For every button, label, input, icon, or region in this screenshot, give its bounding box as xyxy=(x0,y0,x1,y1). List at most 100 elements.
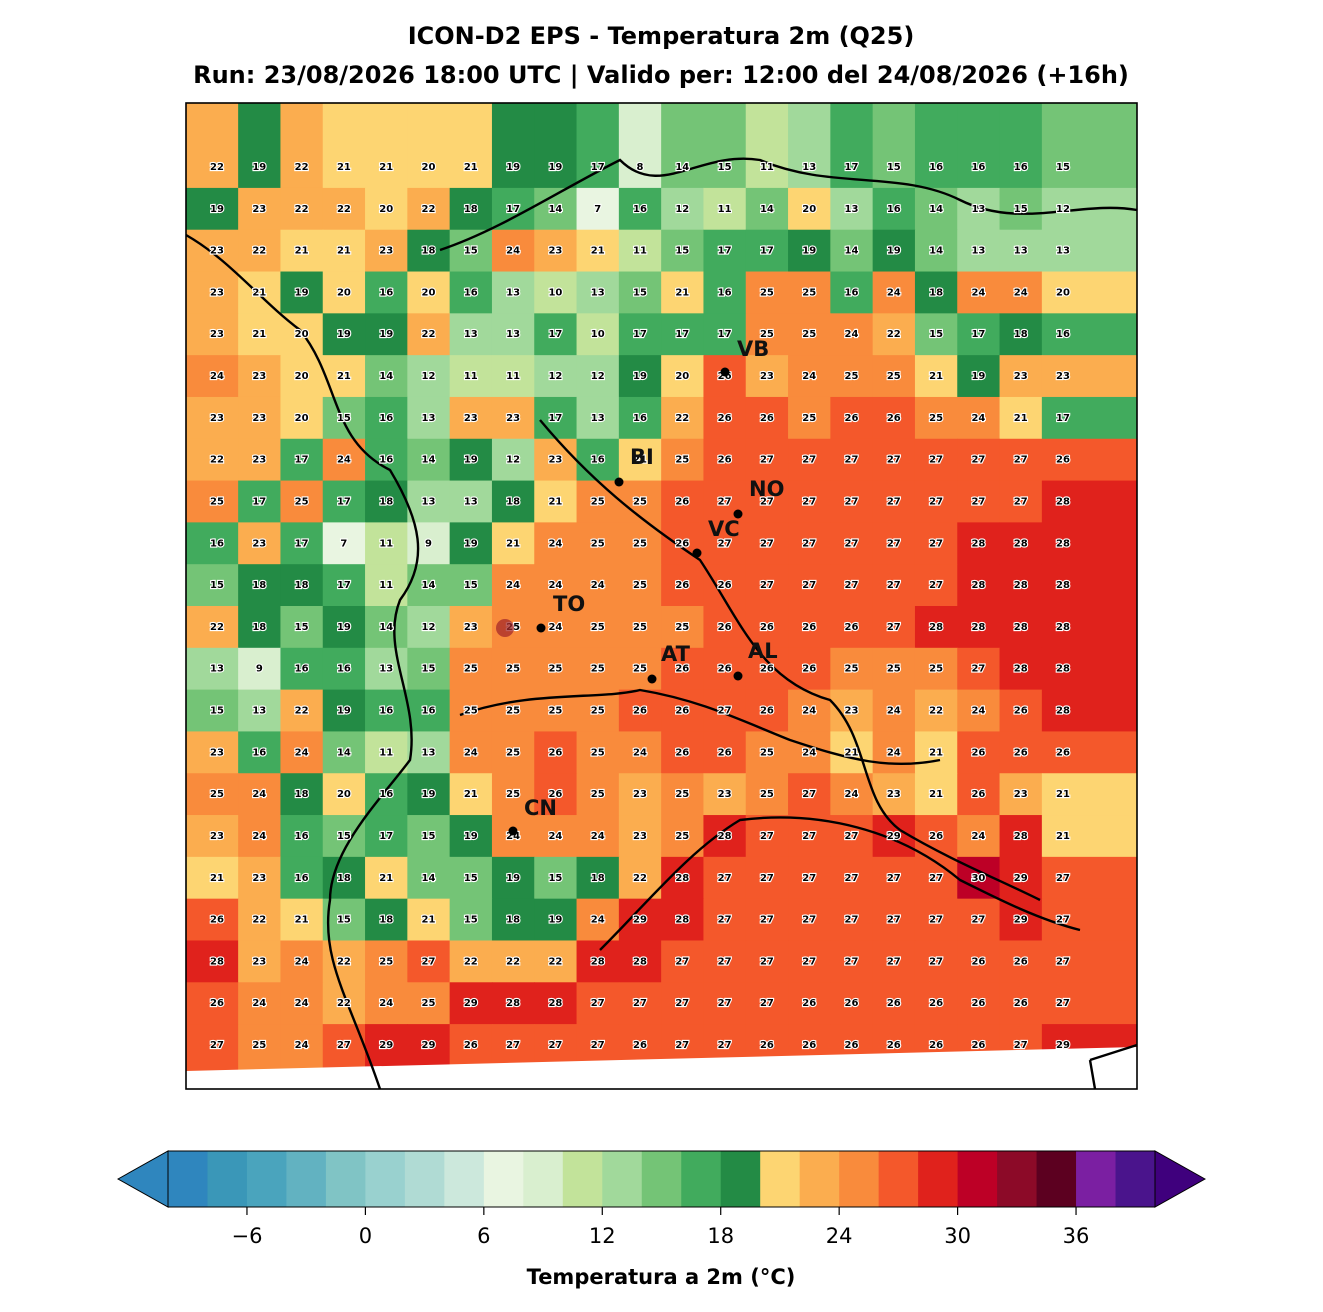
temperature-cell xyxy=(703,606,747,649)
grid-value: 27 xyxy=(802,580,816,591)
grid-value: 19 xyxy=(337,622,351,633)
grid-value: 22 xyxy=(337,998,351,1009)
grid-value: 27 xyxy=(971,496,985,507)
grid-value: 22 xyxy=(210,455,224,466)
temperature-cell xyxy=(745,229,789,273)
grid-value: 13 xyxy=(591,413,605,424)
temperature-cell xyxy=(745,773,789,816)
temperature-cell xyxy=(534,815,578,858)
temperature-cell xyxy=(491,815,535,858)
temperature-cell xyxy=(661,480,704,523)
colorbar-swatch xyxy=(1115,1151,1156,1207)
grid-value: 27 xyxy=(1056,873,1070,884)
grid-value: 25 xyxy=(887,371,901,382)
grid-value: 25 xyxy=(464,664,478,675)
temperature-cell xyxy=(999,271,1043,314)
temperature-cell xyxy=(999,187,1043,231)
temperature-cell xyxy=(957,606,1001,649)
temperature-cell xyxy=(534,731,578,774)
grid-value: 30 xyxy=(971,873,985,884)
temperature-cell xyxy=(788,355,831,398)
temperature-cell xyxy=(1041,689,1138,732)
temperature-cell xyxy=(576,396,620,440)
grid-value: 23 xyxy=(464,622,478,633)
grid-value: 16 xyxy=(633,204,647,215)
temperature-cell xyxy=(280,271,324,314)
grid-value: 23 xyxy=(548,246,562,257)
grid-value: 7 xyxy=(340,538,347,549)
grid-value: 25 xyxy=(675,831,689,842)
grid-value: 17 xyxy=(295,538,309,549)
grid-value: 24 xyxy=(887,287,901,298)
grid-value: 21 xyxy=(210,873,224,884)
temperature-cell xyxy=(999,313,1043,356)
grid-value: 21 xyxy=(252,329,266,340)
grid-value: 20 xyxy=(337,789,351,800)
temperature-cell xyxy=(576,982,620,1025)
temperature-cell xyxy=(407,396,451,440)
grid-value: 25 xyxy=(548,664,562,675)
temperature-cell xyxy=(280,396,324,440)
temperature-cell xyxy=(576,856,620,900)
temperature-cell xyxy=(914,438,958,482)
temperature-cell xyxy=(1041,438,1138,482)
grid-value: 28 xyxy=(1014,831,1028,842)
temperature-cell xyxy=(618,898,662,941)
grid-value: 27 xyxy=(971,664,985,675)
temperature-cell xyxy=(280,773,324,816)
grid-value: 25 xyxy=(591,496,605,507)
temperature-cell xyxy=(830,647,874,691)
grid-value: 24 xyxy=(379,998,393,1009)
grid-value: 25 xyxy=(591,706,605,717)
temperature-cell xyxy=(280,606,324,649)
temperature-cell xyxy=(914,856,958,900)
grid-value: 27 xyxy=(718,998,732,1009)
city-label: VB xyxy=(737,337,769,361)
temperature-cell xyxy=(186,856,239,900)
grid-value: 26 xyxy=(718,664,732,675)
grid-value: 17 xyxy=(379,831,393,842)
grid-value: 11 xyxy=(379,580,393,591)
grid-value: 16 xyxy=(252,747,266,758)
temperature-cell xyxy=(618,313,662,356)
grid-value: 26 xyxy=(887,413,901,424)
temperature-cell xyxy=(1041,647,1138,691)
temperature-cell xyxy=(703,982,747,1025)
border xyxy=(539,419,1041,902)
grid-value: 26 xyxy=(760,706,774,717)
grid-value: 27 xyxy=(337,1040,351,1051)
temperature-cell xyxy=(830,898,874,941)
city-dot xyxy=(733,509,743,519)
grid-value: 26 xyxy=(760,413,774,424)
temperature-cell xyxy=(661,731,704,774)
grid-value: 19 xyxy=(887,246,901,257)
grid-value: 15 xyxy=(929,329,943,340)
grid-value: 19 xyxy=(464,538,478,549)
grid-value: 24 xyxy=(971,706,985,717)
grid-value: 23 xyxy=(252,204,266,215)
grid-value: 22 xyxy=(337,956,351,967)
colorbar-swatch xyxy=(523,1151,564,1207)
grid-value: 24 xyxy=(887,706,901,717)
temperature-cell xyxy=(999,647,1043,691)
grid-value: 26 xyxy=(675,664,689,675)
temperature-cell xyxy=(186,355,239,398)
grid-value: 11 xyxy=(379,538,393,549)
grid-value: 26 xyxy=(802,622,816,633)
grid-value: 24 xyxy=(464,747,478,758)
temperature-cell xyxy=(407,898,451,941)
colorbar-tick-label: 18 xyxy=(707,1224,734,1248)
temperature-cell xyxy=(576,815,620,858)
temperature-cell xyxy=(534,982,578,1025)
grid-value: 17 xyxy=(971,329,985,340)
grid-value: 20 xyxy=(379,204,393,215)
grid-value: 26 xyxy=(845,622,859,633)
grid-value: 25 xyxy=(591,664,605,675)
grid-value: 15 xyxy=(295,622,309,633)
grid-value: 23 xyxy=(252,455,266,466)
temperature-cell xyxy=(618,438,662,482)
temperature-cell xyxy=(703,396,747,440)
temperature-cell xyxy=(491,731,535,774)
grid-value: 28 xyxy=(506,998,520,1009)
grid-value: 19 xyxy=(506,162,520,173)
